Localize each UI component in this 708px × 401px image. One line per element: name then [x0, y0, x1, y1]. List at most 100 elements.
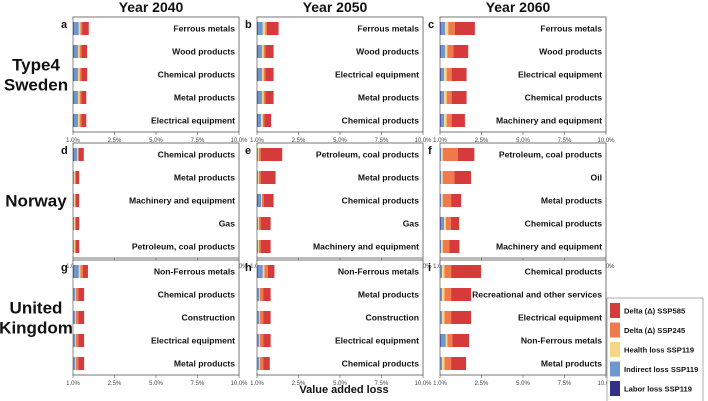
panel-frame	[72, 16, 240, 133]
bar-group: Electrical equipment	[257, 334, 419, 347]
bar-segment-indirect	[440, 194, 442, 207]
bar-segment-health	[441, 357, 445, 370]
bar-group: Metal products	[73, 171, 235, 184]
bar-segment-indirect	[440, 68, 445, 81]
bar-segment-health	[77, 45, 80, 58]
bar-segment-indirect	[73, 240, 75, 253]
category-label: Non-Ferrous metals	[338, 267, 419, 277]
bar-segment-d245	[442, 148, 458, 161]
bar-segment-d245	[259, 357, 264, 370]
bar-segment-health	[262, 22, 266, 35]
bar-segment-health	[74, 171, 75, 184]
x-tick-label: 2.5%	[292, 381, 306, 387]
category-label: Metal products	[358, 173, 419, 183]
category-label: Electrical equipment	[518, 313, 602, 323]
category-label: Electrical equipment	[518, 70, 602, 80]
panel-letter-b: b	[245, 19, 252, 31]
category-label: Non-Ferrous metals	[154, 267, 235, 277]
bar-group: Gas	[257, 217, 419, 230]
bar-segment-indirect	[440, 240, 442, 253]
x-tick-label: 1.0%	[433, 381, 447, 387]
bar-segment-d585	[260, 217, 271, 230]
bar-segment-d245	[80, 265, 83, 278]
bar-segment-d245	[448, 22, 455, 35]
category-label: Ferrous metals	[540, 24, 602, 34]
bar-segment-indirect	[257, 240, 259, 253]
x-tick-label: 5.0%	[333, 381, 347, 387]
category-label: Metal products	[541, 196, 602, 206]
bar-segment-labor	[440, 334, 441, 347]
bar-segment-health	[444, 68, 447, 81]
bar-segment-d245	[447, 334, 453, 347]
bar-segment-indirect	[73, 194, 75, 207]
x-tick-label: 1.0%	[66, 138, 80, 144]
bar-segment-d245	[74, 217, 76, 230]
bar-segment-health	[262, 265, 265, 278]
legend-swatch-indirect	[610, 361, 620, 377]
bar-segment-d585	[260, 171, 276, 184]
x-tick-label: 2.5%	[475, 381, 489, 387]
bar-segment-d245	[74, 240, 76, 253]
bar-segment-health	[441, 194, 443, 207]
category-label: Gas	[219, 219, 235, 229]
bar-segment-d245	[442, 240, 450, 253]
bar-segment-health	[441, 240, 443, 253]
bar-segment-d245	[264, 265, 268, 278]
bar-segment-d245	[444, 357, 452, 370]
bar-segment-health	[261, 68, 264, 81]
row-title-2-line-1: Kingdom	[0, 319, 73, 338]
category-label: Wood products	[539, 47, 602, 57]
category-label: Electrical equipment	[335, 336, 419, 346]
x-axis-label: Value added loss	[299, 384, 388, 396]
bar-segment-labor	[73, 148, 74, 161]
bar-segment-d585	[75, 194, 80, 207]
bar-segment-d245	[259, 334, 264, 347]
bar-segment-d585	[451, 194, 462, 207]
bar-group: Gas	[73, 217, 235, 230]
bar-segment-labor	[440, 217, 441, 230]
bar-segment-indirect	[73, 311, 75, 324]
panel-f: f1.0%2.5%5.0%7.5%10.0%Petroleum, coal pr…	[428, 142, 615, 270]
bar-segment-labor	[257, 22, 258, 35]
bar-segment-indirect	[257, 148, 259, 161]
bar-segment-d585	[451, 288, 472, 301]
bar-segment-d585	[78, 357, 85, 370]
bar-segment-d245	[258, 148, 261, 161]
column-title-0: Year 2040	[119, 0, 184, 15]
bar-segment-indirect	[257, 357, 259, 370]
x-tick-label: 7.5%	[375, 381, 389, 387]
column-titles: Year 2040 Year 2050 Year 2060	[119, 0, 551, 15]
legend-swatch-health	[610, 342, 620, 357]
x-tick-label: 2.5%	[108, 138, 122, 144]
category-label: Construction	[366, 313, 419, 323]
bar-segment-indirect	[440, 171, 442, 184]
panel-e: e1.0%2.5%5.0%7.5%10.0%Petroleum, coal pr…	[245, 142, 432, 270]
bar-segment-d585	[82, 22, 89, 35]
bar-segment-d585	[265, 45, 274, 58]
bar-group: Petroleum, coal products	[73, 240, 235, 253]
x-tick-label: 2.5%	[292, 138, 306, 144]
bar-segment-health	[441, 265, 445, 278]
bar-segment-d585	[75, 240, 80, 253]
bar-group: Non-Ferrous metals	[257, 265, 419, 278]
bar-group: Non-Ferrous metals	[73, 265, 235, 278]
bar-segment-labor	[73, 68, 74, 81]
bar-segment-d245	[442, 171, 455, 184]
x-tick-label: 7.5%	[191, 381, 205, 387]
bar-segment-indirect	[440, 45, 445, 58]
bar-segment-d585	[451, 265, 482, 278]
bar-segment-indirect	[440, 148, 442, 161]
x-tick-label: 1.0%	[250, 138, 264, 144]
bar-segment-labor	[440, 22, 441, 35]
panel-frame	[439, 16, 607, 133]
bar-segment-health	[78, 22, 81, 35]
legend-label-indirect: Indirect loss SSP119	[624, 365, 698, 374]
category-label: Chemical products	[342, 359, 420, 369]
bar-group: Petroleum, coal products	[440, 148, 602, 161]
bar-segment-health	[441, 148, 443, 161]
legend-label-d245: Delta (Δ) SSP245	[624, 326, 686, 335]
column-title-1: Year 2050	[303, 0, 368, 15]
x-tick-label: 1.0%	[66, 381, 80, 387]
bar-segment-d585	[75, 171, 80, 184]
bar-group: Non-Ferrous metals	[440, 334, 602, 347]
